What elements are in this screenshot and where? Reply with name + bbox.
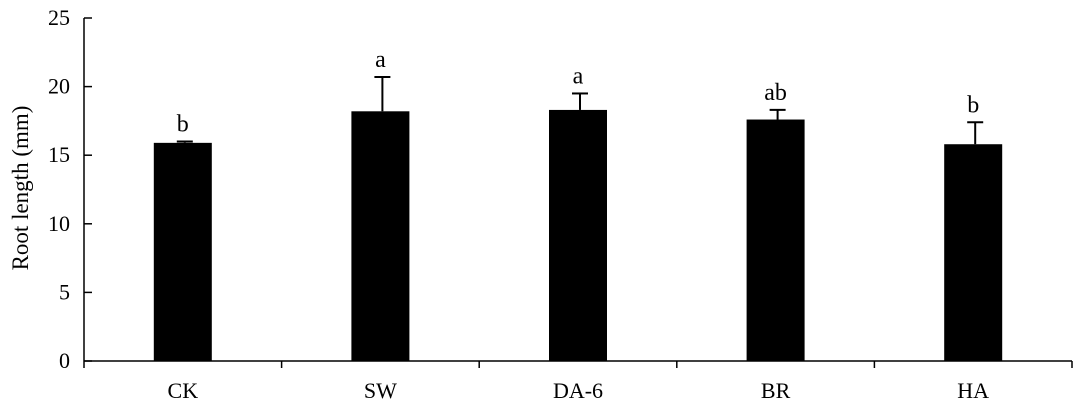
bars	[153, 109, 1003, 362]
y-axis-title: Root length (mm)	[8, 106, 33, 271]
significance-label-BR: ab	[764, 80, 787, 106]
labels: 0 5 10 15 20 25 b CK a SW a DA-6 ab BR b HA	[48, 5, 989, 403]
error-bars	[176, 75, 984, 145]
bar-BR	[746, 119, 805, 361]
x-category-label-CK: CK	[168, 378, 199, 403]
y-tick-label-10: 10	[48, 211, 70, 236]
y-tick-label-25: 25	[48, 5, 70, 30]
bar-HA	[944, 144, 1003, 361]
x-category-label-DA-6: DA-6	[553, 378, 603, 403]
significance-label-HA: b	[967, 92, 979, 118]
x-category-label-SW: SW	[364, 378, 397, 403]
significance-label-CK: b	[177, 111, 189, 137]
bar-DA-6	[549, 109, 607, 361]
y-tick-label-15: 15	[48, 142, 70, 167]
significance-label-DA-6: a	[573, 63, 584, 89]
significance-label-SW: a	[375, 47, 386, 73]
y-tick-label-5: 5	[59, 279, 70, 304]
bar-CK	[153, 142, 212, 361]
x-category-label-BR: BR	[761, 378, 791, 403]
bar-SW	[351, 111, 410, 362]
x-category-label-HA: HA	[957, 378, 989, 403]
y-tick-label-20: 20	[48, 74, 70, 99]
y-tick-label-0: 0	[59, 348, 70, 373]
